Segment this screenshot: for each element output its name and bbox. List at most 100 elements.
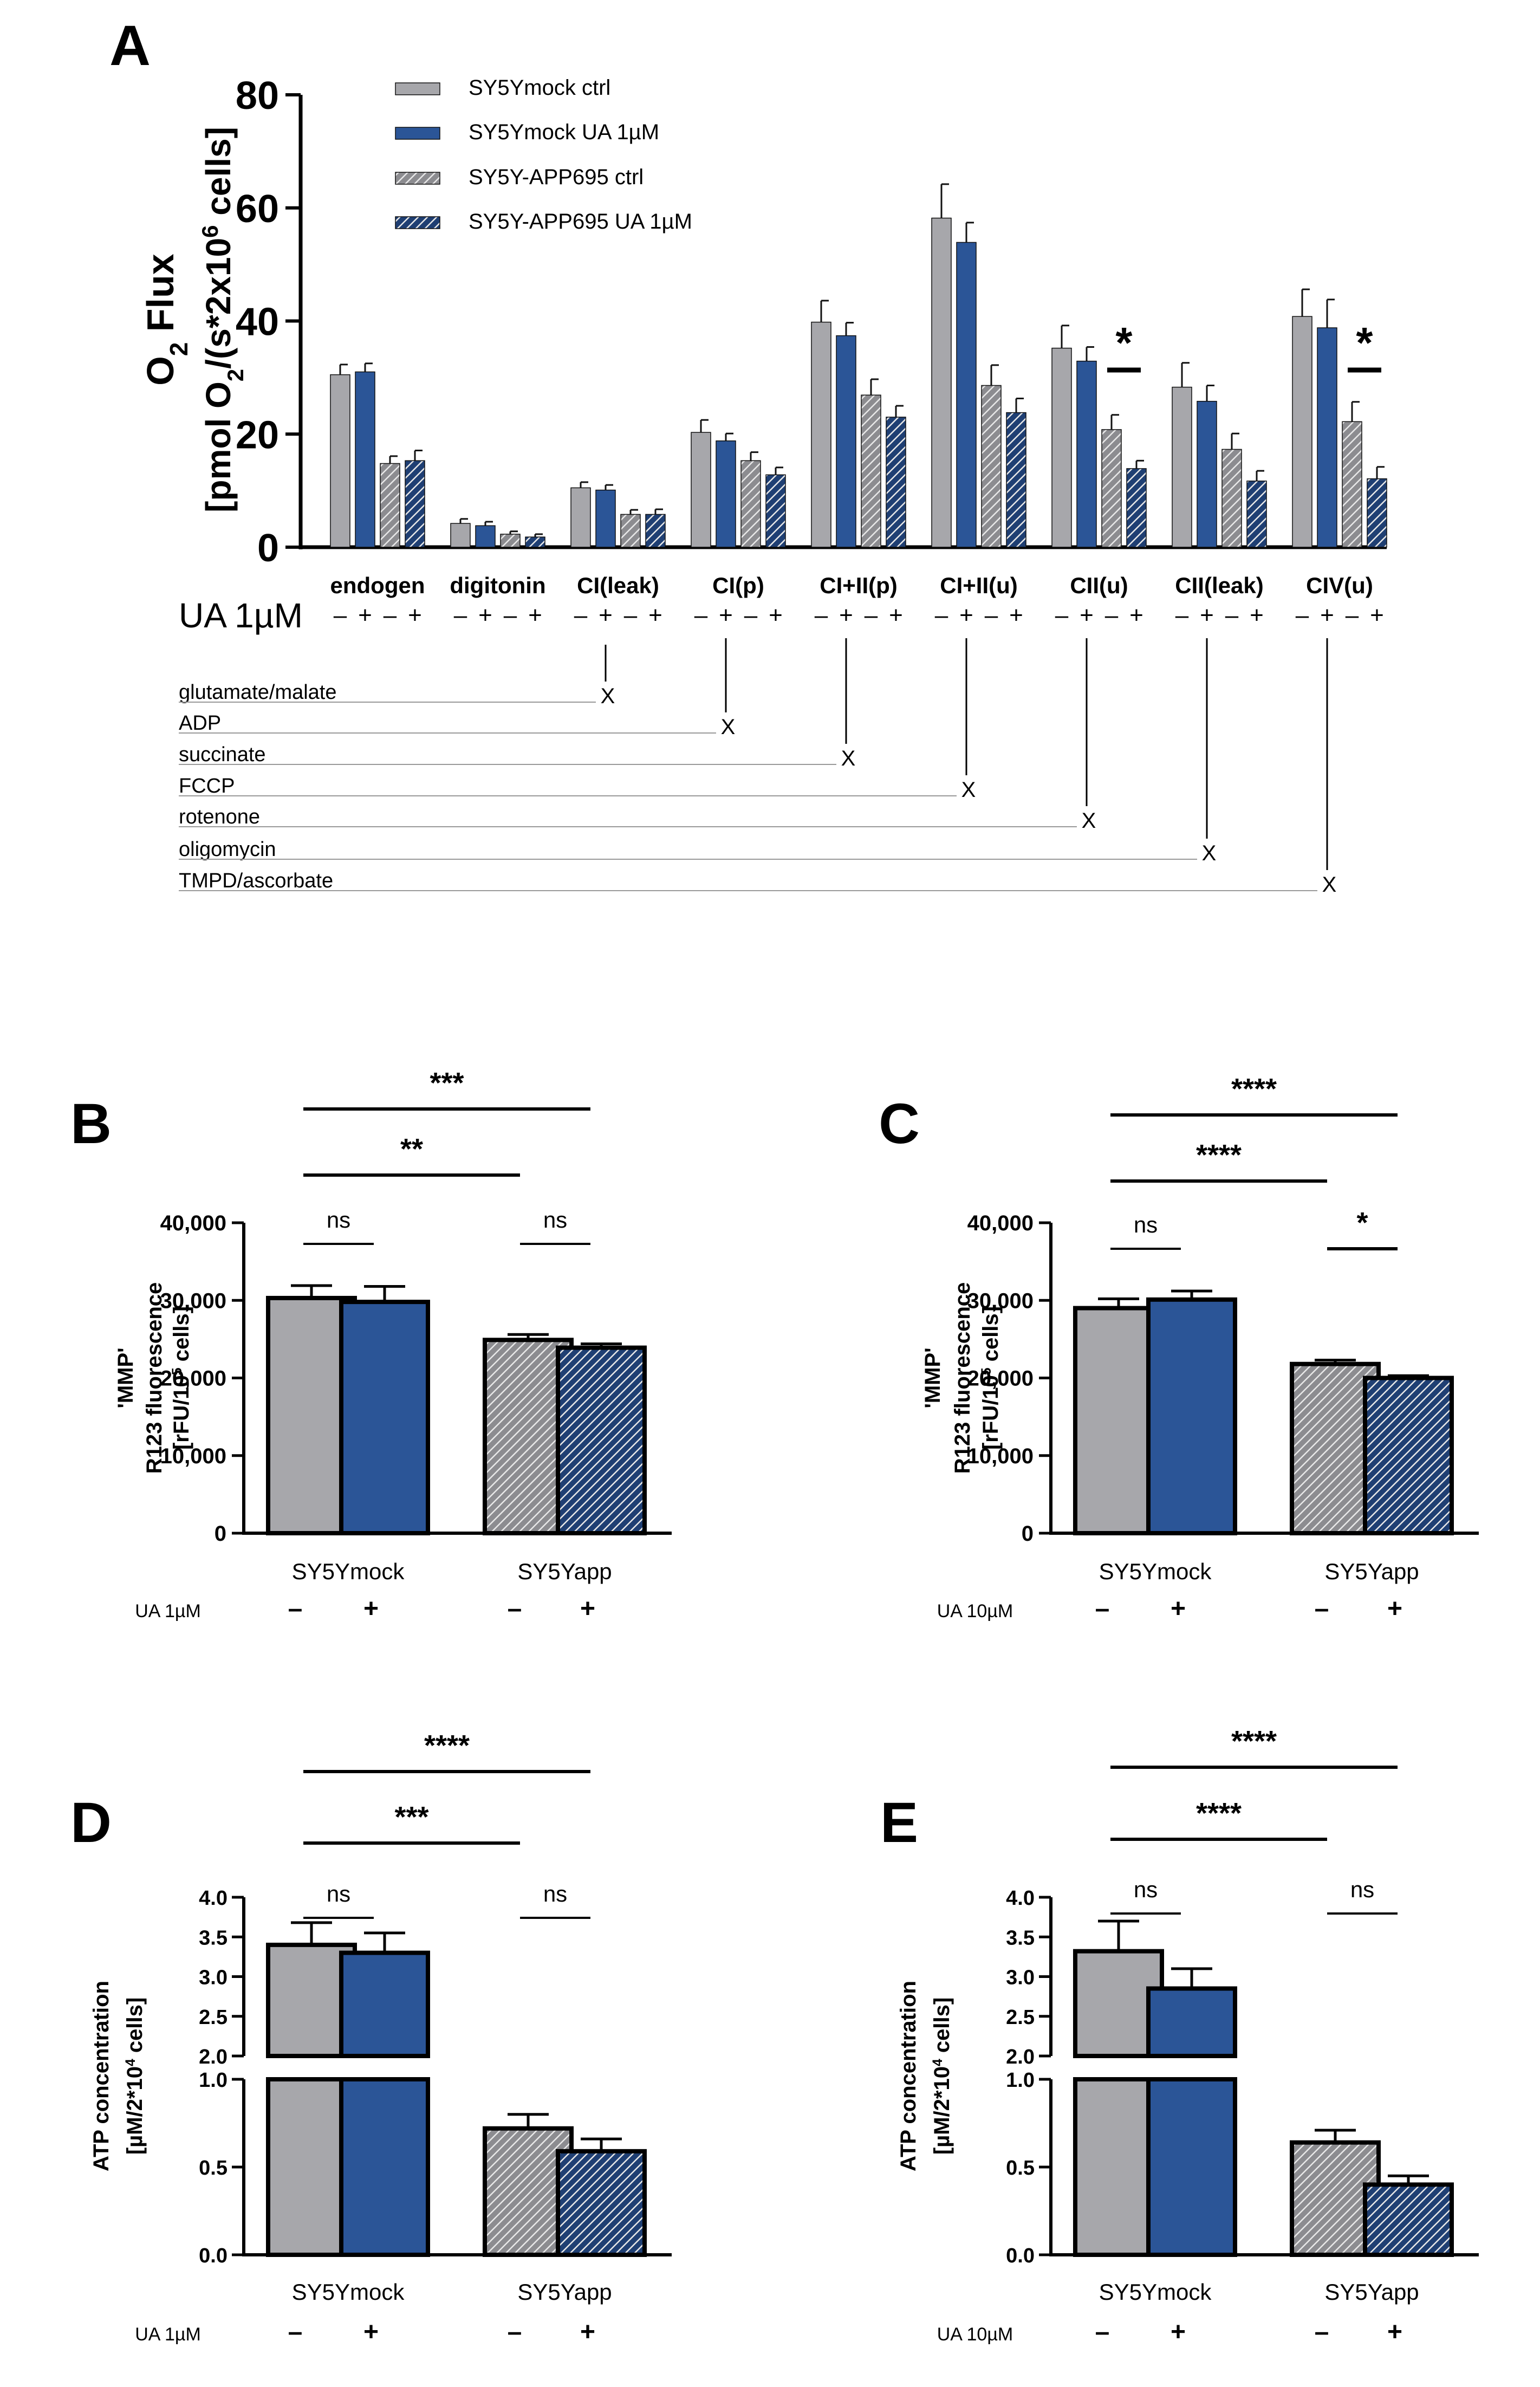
y-axis-unit: [rFU/105 cells] <box>170 1306 193 1450</box>
bar <box>1221 449 1242 548</box>
bar <box>1101 429 1122 548</box>
y-tick-label: 0.0 <box>1006 2245 1035 2267</box>
bar <box>1006 412 1026 548</box>
significance-label: ns <box>1134 1212 1158 1237</box>
y-tick-label: 40,000 <box>967 1211 1034 1235</box>
protocol-x: X <box>841 747 856 770</box>
category-label: digitonin <box>450 573 545 598</box>
y-tick-label: 30,000 <box>160 1289 226 1313</box>
group-label: SY5Yapp <box>1324 2279 1419 2305</box>
legend-swatch <box>395 216 440 229</box>
treatment-sign: + <box>1171 2318 1186 2346</box>
significance-label: ns <box>1134 1877 1158 1902</box>
bar <box>836 335 856 548</box>
category-label: CI+II(p) <box>820 573 898 598</box>
bar <box>645 514 666 548</box>
significance-label: ns <box>327 1881 350 1906</box>
y-tick-label: 0 <box>1022 1522 1034 1546</box>
treatment-sign: + <box>580 1594 595 1623</box>
significance-label: *** <box>394 1801 428 1833</box>
panel-letter: B <box>70 1092 112 1156</box>
treatment-sign: – <box>334 602 347 628</box>
treatment-sign: – <box>508 1594 522 1623</box>
bar <box>525 536 545 548</box>
treatment-sign: + <box>1200 602 1214 628</box>
y-tick-label: 40 <box>236 301 279 344</box>
y-axis-title: R123 fluorescence <box>951 1282 974 1474</box>
treatment-sign: + <box>1250 602 1264 628</box>
y-tick-label: 0.5 <box>1006 2157 1035 2180</box>
y-tick-label: 60 <box>236 187 279 231</box>
treatment-sign: + <box>580 2318 595 2346</box>
protocol-x: X <box>601 684 615 708</box>
treatment-sign: – <box>1315 1594 1329 1623</box>
treatment-sign: + <box>719 602 733 628</box>
protocol-label: oligomycin <box>179 838 276 861</box>
legend-label: SY5Ymock UA 1µM <box>469 120 659 144</box>
treatment-sign: + <box>1370 602 1384 628</box>
y-axis-title: 'MMP' <box>921 1347 945 1408</box>
treatment-sign: + <box>1387 1594 1402 1623</box>
y-tick-label: 40,000 <box>160 1211 226 1235</box>
protocol-x: X <box>1082 809 1096 833</box>
treatment-sign: – <box>624 602 638 628</box>
y-tick-label: 0 <box>215 1522 226 1546</box>
treatment-sign: + <box>648 602 662 628</box>
significance-label: **** <box>1231 1073 1277 1105</box>
treatment-sign: + <box>528 602 542 628</box>
bar <box>475 525 496 548</box>
treatment-sign: + <box>599 602 613 628</box>
bar <box>886 417 906 548</box>
bar <box>405 460 425 548</box>
legend-swatch <box>395 82 440 95</box>
bar <box>956 242 977 548</box>
significance-label: * <box>1356 1207 1368 1239</box>
protocol-label: glutamate/malate <box>179 681 337 704</box>
significance-label: **** <box>1231 1725 1277 1757</box>
y-tick-label: 2.5 <box>199 2006 228 2029</box>
bar <box>339 1300 430 1535</box>
significance-label: ns <box>327 1207 350 1233</box>
treatment-sign: – <box>1225 602 1239 628</box>
bar <box>556 1345 647 1536</box>
significance-label: ns <box>543 1881 567 1906</box>
bar <box>931 217 952 548</box>
treatment-sign: – <box>1095 2318 1110 2346</box>
treatment-sign: – <box>508 2318 522 2346</box>
treatment-sign: + <box>1387 2318 1402 2346</box>
treatment-sign: + <box>478 602 492 628</box>
treatment-sign: – <box>865 602 878 628</box>
treatment-sign: + <box>959 602 973 628</box>
panel-letter: C <box>879 1092 920 1156</box>
protocol-x: X <box>721 715 736 739</box>
treatment-sign: + <box>1080 602 1094 628</box>
group-label: SY5Ymock <box>292 1559 405 1584</box>
treatment-sign: – <box>384 602 397 628</box>
y-tick-label: 80 <box>236 74 279 118</box>
y-tick-label: 0.0 <box>199 2245 228 2267</box>
group-label: SY5Yapp <box>1324 1559 1419 1584</box>
y-tick-label: 0.5 <box>199 2157 228 2180</box>
protocol-label: succinate <box>179 743 266 766</box>
y-tick-label: 4.0 <box>199 1887 228 1910</box>
legend-label: SY5Ymock ctrl <box>469 76 610 100</box>
treatment-sign: – <box>815 602 828 628</box>
y-tick-label: 2.0 <box>199 2046 228 2068</box>
bar <box>1126 468 1147 548</box>
panel-e: E 2.0 2.5 3.0 3.5 4.0 0.0 0.5 1.0 ATP concentrati… <box>880 1725 1479 2346</box>
significance-label: ns <box>543 1207 567 1233</box>
legend-label: SY5Y-APP695 UA 1µM <box>469 210 692 233</box>
y-tick-label: 3.0 <box>199 1967 228 1989</box>
bar <box>570 487 591 548</box>
significance-label: ** <box>400 1133 423 1165</box>
treatment-sign: – <box>1346 602 1359 628</box>
treatment-sign: + <box>1171 1594 1186 1623</box>
significance-label: ns <box>1350 1877 1374 1902</box>
y-tick-label: 0 <box>257 527 279 570</box>
significance-label: **** <box>1196 1139 1242 1171</box>
panel-letter: D <box>70 1791 112 1854</box>
y-tick-label: 20 <box>236 413 279 457</box>
treatment-sign: – <box>1175 602 1189 628</box>
treatment-label: UA 1µM <box>135 2324 201 2345</box>
